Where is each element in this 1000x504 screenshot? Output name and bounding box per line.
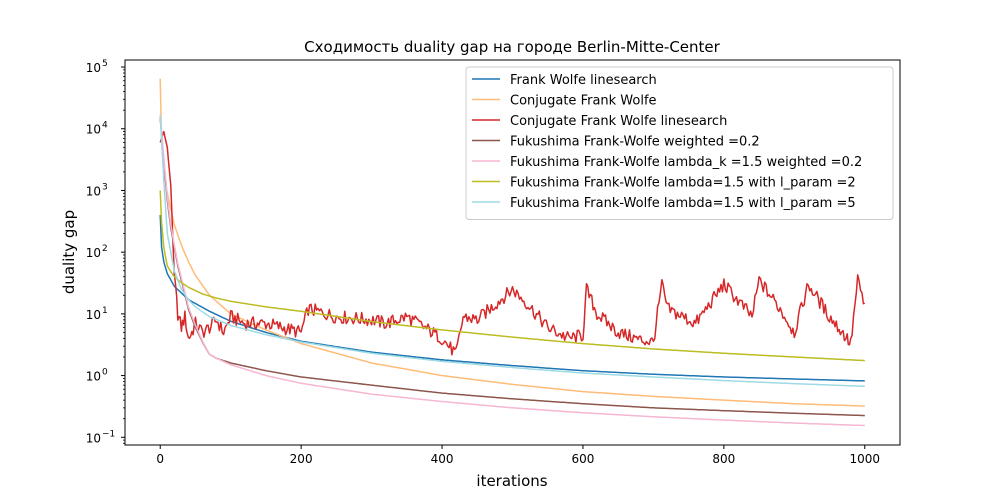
legend-label: Conjugate Frank Wolfe linesearch xyxy=(510,114,727,129)
y-tick-exponent: 2 xyxy=(102,244,108,254)
legend-label: Fukushima Frank-Wolfe lambda=1.5 with l_… xyxy=(510,176,856,191)
y-tick-base: 10 xyxy=(86,123,101,137)
x-tick-label: 400 xyxy=(431,452,454,466)
y-tick-label: 10 xyxy=(86,246,101,260)
legend-label: Frank Wolfe linesearch xyxy=(510,73,657,88)
y-tick-exponent: 5 xyxy=(102,59,108,69)
y-tick-exponent: −1 xyxy=(102,429,115,439)
y-tick-base: 10 xyxy=(86,431,101,445)
series-line xyxy=(159,130,866,356)
legend-frame xyxy=(465,66,894,220)
y-tick-label: 10 xyxy=(86,431,101,445)
y-tick-label: 10 xyxy=(86,184,101,198)
y-tick-exponent: 1 xyxy=(102,306,108,316)
y-tick-label: 10 xyxy=(86,61,101,75)
series-layer xyxy=(159,78,866,427)
legend-label: Fukushima Frank-Wolfe lambda=1.5 with l_… xyxy=(510,196,856,211)
y-tick-label: 10 xyxy=(86,308,101,322)
y-tick-base: 10 xyxy=(86,246,101,260)
y-tick-base: 10 xyxy=(86,184,101,198)
y-tick-base: 10 xyxy=(86,61,101,75)
y-tick-exponent: 0 xyxy=(102,368,108,378)
legend-label: Fukushima Frank-Wolfe weighted =0.2 xyxy=(510,135,760,150)
series-line xyxy=(159,114,865,427)
y-tick-label: 10 xyxy=(86,370,101,384)
y-tick-exponent: 3 xyxy=(102,182,108,192)
legend-label: Conjugate Frank Wolfe xyxy=(510,94,657,109)
x-tick-label: 200 xyxy=(290,452,313,466)
y-tick-base: 10 xyxy=(86,370,101,384)
series-line xyxy=(159,214,865,382)
x-tick-label: 1000 xyxy=(849,452,880,466)
series-line xyxy=(159,114,865,388)
x-tick-label: 600 xyxy=(572,452,595,466)
y-tick-exponent: 4 xyxy=(102,121,108,131)
legend-label: Fukushima Frank-Wolfe lambda_k =1.5 weig… xyxy=(510,155,862,170)
series-line xyxy=(159,78,865,407)
y-tick-label: 10 xyxy=(86,123,101,137)
x-axis-ticks: 0 200 400 600 800 1000 xyxy=(156,445,880,466)
x-axis-label: iterations xyxy=(476,472,547,490)
series-line xyxy=(159,190,865,362)
legend: Frank Wolfe linesearch Conjugate Frank Wo… xyxy=(465,66,894,220)
chart-title: Сходимость duality gap на городе Berlin-… xyxy=(304,38,720,56)
x-tick-label: 800 xyxy=(712,452,735,466)
series-line xyxy=(159,117,865,417)
y-axis-label: duality gap xyxy=(60,210,78,294)
y-tick-base: 10 xyxy=(86,308,101,322)
x-tick-label: 0 xyxy=(156,452,164,466)
